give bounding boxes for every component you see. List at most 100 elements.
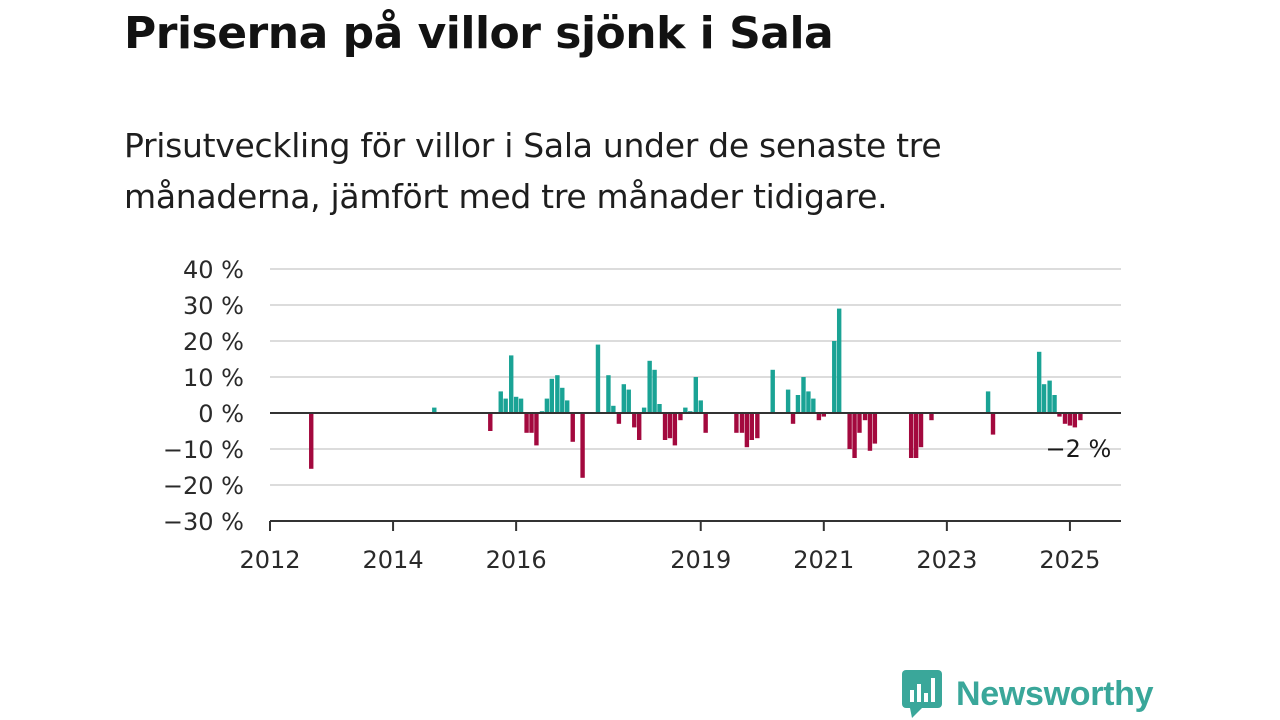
bar-negative <box>529 413 534 433</box>
x-tick-label: 2019 <box>670 546 731 574</box>
bar-negative <box>703 413 708 433</box>
bar-negative <box>847 413 852 449</box>
bar-negative <box>821 413 826 417</box>
bar-positive <box>565 400 570 413</box>
y-tick-label: −10 % <box>163 436 244 464</box>
bar-positive <box>985 391 991 413</box>
y-tick-label: 40 % <box>183 256 244 284</box>
y-tick-label: 20 % <box>183 328 244 356</box>
bar-negative <box>857 413 862 433</box>
bar-positive <box>693 377 699 413</box>
bar-negative <box>918 413 924 448</box>
bar-negative <box>616 413 622 424</box>
bar-negative <box>739 413 745 433</box>
bar-negative <box>678 413 683 421</box>
bar-negative <box>755 413 760 439</box>
bar-negative <box>1067 413 1073 426</box>
bar-negative <box>632 413 637 428</box>
bar-negative <box>1062 413 1068 424</box>
bar-negative <box>744 413 750 448</box>
bar-positive <box>785 389 791 413</box>
bar-positive <box>657 404 662 413</box>
bar-positive <box>606 375 611 413</box>
bar-negative <box>990 413 996 435</box>
bar-negative <box>1078 413 1083 421</box>
bar-negative <box>662 413 668 440</box>
axes <box>269 412 1121 531</box>
bar-negative <box>667 413 673 439</box>
bar-positive <box>626 389 631 413</box>
y-tick-label: −30 % <box>163 508 244 536</box>
bar-positive <box>811 398 816 413</box>
bar-negative <box>790 413 796 424</box>
bar-positive <box>518 398 524 413</box>
bar-negative <box>862 413 868 421</box>
bar-positive <box>801 377 806 413</box>
bar-negative <box>636 413 642 440</box>
bar-negative <box>534 413 539 446</box>
bar-negative <box>570 413 575 442</box>
bar-negative <box>929 413 934 421</box>
bar-positive <box>544 398 550 413</box>
bar-positive <box>683 407 688 413</box>
bar-positive <box>503 398 508 413</box>
bar-positive <box>641 407 647 413</box>
bar-positive <box>595 344 601 413</box>
bar-positive <box>836 308 842 413</box>
y-tick-label: −20 % <box>163 472 244 500</box>
bar-negative <box>524 413 529 433</box>
tick-labels: 40 % 30 % 20 % 10 % 0 % −10 % −20 % −30 % 2012 20… <box>163 256 1101 574</box>
bar-positive <box>611 405 616 413</box>
bar-positive <box>832 341 837 413</box>
bar-negative <box>913 413 919 458</box>
bar-negative <box>1072 413 1078 428</box>
latest-value-annotation: −2 % <box>1045 435 1111 463</box>
bar-positive <box>647 360 652 413</box>
bar-negative <box>908 413 914 458</box>
bar-negative <box>488 413 493 431</box>
bar-positive <box>652 369 657 413</box>
x-tick-label: 2023 <box>916 546 977 574</box>
newsworthy-logo: Newsworthy <box>902 670 1154 718</box>
x-tick-label: 2014 <box>363 546 424 574</box>
bar-positive <box>1052 395 1057 413</box>
bar-positive <box>509 355 514 413</box>
bar-positive <box>698 400 703 413</box>
bar-positive <box>432 407 437 413</box>
y-tick-label: 10 % <box>183 364 244 392</box>
x-tick-label: 2012 <box>239 546 300 574</box>
bar-positive <box>560 387 565 413</box>
bar-negative <box>672 413 678 446</box>
bar-positive <box>795 395 801 413</box>
bar-negative <box>852 413 857 458</box>
x-tick-label: 2025 <box>1039 546 1100 574</box>
bar-negative <box>734 413 739 433</box>
bar-negative <box>749 413 755 440</box>
bar-negative <box>816 413 822 421</box>
bar-positive <box>513 396 519 413</box>
bar-positive <box>498 391 503 413</box>
bar-negative <box>580 413 585 478</box>
x-tick-label: 2016 <box>486 546 547 574</box>
bar-negative <box>1057 413 1062 417</box>
bar-positive <box>1047 380 1052 413</box>
bar-positive <box>1036 351 1042 413</box>
bar-negative <box>309 413 314 469</box>
bars <box>309 308 1083 478</box>
bar-positive <box>549 378 555 413</box>
bar-positive <box>770 369 775 413</box>
bar-positive <box>1041 384 1047 413</box>
bar-negative <box>872 413 878 444</box>
bar-positive <box>555 375 560 413</box>
y-tick-label: 0 % <box>198 400 244 428</box>
chart-subtitle: Prisutveckling för villor i Sala under d… <box>124 126 942 216</box>
bar-negative <box>867 413 873 451</box>
chart-title: Priserna på villor sjönk i Sala <box>124 8 834 59</box>
newsworthy-chart-icon <box>902 670 942 718</box>
y-tick-label: 30 % <box>183 292 244 320</box>
newsworthy-wordmark: Newsworthy <box>956 674 1154 713</box>
bar-positive <box>806 391 811 413</box>
bar-positive <box>621 384 627 413</box>
x-tick-label: 2021 <box>793 546 854 574</box>
